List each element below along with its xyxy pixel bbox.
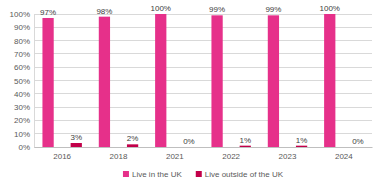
y-tick: 70% bbox=[14, 50, 34, 59]
x-tick: 2016 bbox=[53, 147, 71, 161]
bar bbox=[99, 17, 110, 147]
grid-line bbox=[34, 40, 372, 41]
bar bbox=[155, 14, 166, 147]
x-tick: 2021 bbox=[166, 147, 184, 161]
y-tick-label: 0% bbox=[18, 143, 30, 152]
bar bbox=[71, 143, 82, 147]
data-label: 100% bbox=[320, 4, 340, 13]
bar bbox=[127, 144, 138, 147]
grid bbox=[34, 14, 372, 147]
grid-line bbox=[34, 53, 372, 54]
grid-line bbox=[34, 147, 372, 148]
grid-line bbox=[34, 27, 372, 28]
y-tick-label: 20% bbox=[14, 116, 30, 125]
y-tick-label: 50% bbox=[14, 77, 30, 86]
grid-line bbox=[34, 133, 372, 134]
x-tick: 2018 bbox=[110, 147, 128, 161]
bar bbox=[183, 147, 194, 148]
data-label: 0% bbox=[183, 137, 195, 146]
y-tick: 0% bbox=[18, 143, 34, 152]
y-tick-label: 100% bbox=[10, 10, 30, 19]
x-tick: 2022 bbox=[222, 147, 240, 161]
y-tick: 100% bbox=[10, 10, 34, 19]
x-tick-label: 2023 bbox=[279, 152, 297, 161]
data-label: 1% bbox=[239, 136, 251, 145]
y-tick: 80% bbox=[14, 37, 34, 46]
grid-line bbox=[34, 67, 372, 68]
bar bbox=[296, 146, 307, 147]
x-tick-label: 2018 bbox=[110, 152, 128, 161]
y-tick: 90% bbox=[14, 23, 34, 32]
y-tick: 40% bbox=[14, 90, 34, 99]
chart: 0%10%20%30%40%50%60%70%80%90%100%2016201… bbox=[0, 0, 380, 185]
bar bbox=[42, 18, 53, 147]
legend-label: Live in the UK bbox=[132, 170, 182, 179]
x-tick-label: 2021 bbox=[166, 152, 184, 161]
y-tick-label: 70% bbox=[14, 50, 30, 59]
data-label: 0% bbox=[352, 137, 364, 146]
data-labels: 97% 98% 100% 99% 99% 100% 3% 2% 0% 1% 1% 0% bbox=[40, 4, 364, 146]
grid-line bbox=[34, 93, 372, 94]
bar bbox=[268, 15, 279, 147]
y-tick: 20% bbox=[14, 116, 34, 125]
legend: Live in the UK Live outside of the UK bbox=[123, 170, 284, 179]
y-tick: 60% bbox=[14, 63, 34, 72]
data-label: 2% bbox=[127, 134, 139, 143]
x-tick-label: 2022 bbox=[222, 152, 240, 161]
bars bbox=[42, 14, 335, 147]
x-tick-label: 2016 bbox=[53, 152, 71, 161]
y-tick-label: 90% bbox=[14, 23, 30, 32]
grid-line bbox=[34, 14, 372, 15]
y-tick-label: 30% bbox=[14, 103, 30, 112]
data-label: 1% bbox=[296, 136, 308, 145]
y-tick-label: 60% bbox=[14, 63, 30, 72]
data-label: 97% bbox=[40, 8, 56, 17]
plot: 0%10%20%30%40%50%60%70%80%90%100%2016201… bbox=[10, 4, 373, 161]
y-axis: 0% 10% 20% 30% 40% 50% 60% 70% 80% 90% 100% bbox=[10, 10, 35, 152]
y-tick: 30% bbox=[14, 103, 34, 112]
x-axis: 2016 2018 2021 2022 2023 2024 bbox=[35, 147, 373, 161]
bar bbox=[240, 146, 251, 147]
data-label: 3% bbox=[70, 133, 82, 142]
data-label: 99% bbox=[265, 5, 281, 14]
x-tick: 2024 bbox=[335, 147, 353, 161]
legend-swatch bbox=[123, 171, 129, 177]
data-label: 98% bbox=[96, 7, 112, 16]
legend-label: Live outside of the UK bbox=[205, 170, 284, 179]
bar bbox=[211, 15, 222, 147]
legend-item: Live in the UK bbox=[123, 170, 182, 179]
bar bbox=[352, 147, 363, 148]
grid-line bbox=[34, 120, 372, 121]
bar bbox=[324, 14, 335, 147]
y-tick-label: 10% bbox=[14, 130, 30, 139]
legend-item: Live outside of the UK bbox=[196, 170, 284, 179]
x-axis-line bbox=[35, 147, 373, 148]
x-tick: 2023 bbox=[279, 147, 297, 161]
y-tick: 50% bbox=[14, 77, 34, 86]
y-tick-label: 40% bbox=[14, 90, 30, 99]
grid-line bbox=[34, 107, 372, 108]
x-tick-label: 2024 bbox=[335, 152, 353, 161]
y-axis-line bbox=[34, 15, 35, 148]
y-tick: 10% bbox=[14, 130, 34, 139]
legend-swatch bbox=[196, 171, 202, 177]
grid-line bbox=[34, 80, 372, 81]
data-label: 100% bbox=[151, 4, 171, 13]
data-label: 99% bbox=[209, 5, 225, 14]
y-tick-label: 80% bbox=[14, 37, 30, 46]
